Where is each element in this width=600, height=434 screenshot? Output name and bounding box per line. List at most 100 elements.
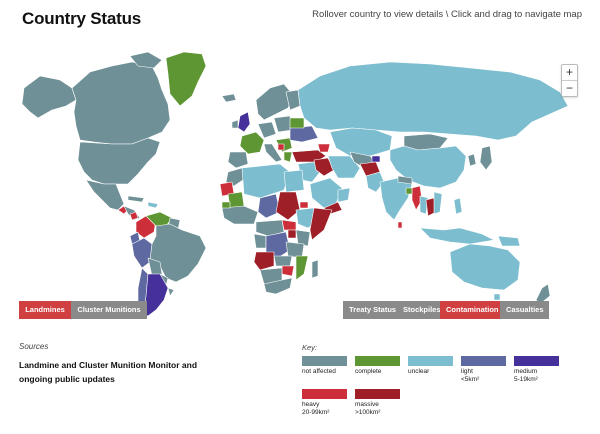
country-senegal[interactable] — [221, 201, 231, 209]
tab-landmines[interactable]: Landmines — [19, 301, 71, 319]
country-canadian-arctic[interactable] — [129, 52, 163, 69]
legend-item-light: light <5km² — [461, 356, 511, 384]
country-zimbabwe[interactable] — [281, 265, 295, 277]
sources-label: Sources — [19, 342, 49, 351]
legend-item-unclear: unclear — [408, 356, 458, 376]
country-france[interactable] — [239, 131, 265, 155]
country-nicaragua[interactable] — [129, 211, 139, 221]
country-usa[interactable] — [77, 137, 161, 185]
country-ireland[interactable] — [231, 119, 239, 129]
zoom-controls: + − — [561, 64, 578, 97]
country-vietnam[interactable] — [433, 191, 443, 215]
sources-text: Landmine and Cluster Munition Monitor an… — [19, 360, 198, 384]
country-bolivia[interactable] — [147, 257, 163, 277]
country-caribbean[interactable] — [147, 201, 159, 209]
key-label: Key: — [302, 343, 318, 352]
country-tajikistan[interactable] — [371, 155, 381, 163]
zoom-out-button[interactable]: − — [562, 80, 577, 96]
country-kazakhstan[interactable] — [329, 127, 393, 157]
country-zambia[interactable] — [273, 255, 293, 267]
legend-swatch — [355, 389, 400, 399]
country-greenland[interactable] — [165, 52, 207, 107]
country-morocco[interactable] — [225, 167, 247, 187]
country-india[interactable] — [379, 177, 413, 221]
page-title: Country Status — [22, 9, 142, 28]
legend-label: light <5km² — [461, 368, 480, 383]
country-nepal-bhutan[interactable] — [397, 175, 413, 185]
country-new-zealand[interactable] — [535, 283, 551, 305]
country-mozambique[interactable] — [295, 255, 309, 281]
country-sudan[interactable] — [275, 191, 301, 221]
country-myanmar[interactable] — [411, 185, 423, 211]
country-egypt[interactable] — [283, 169, 305, 193]
country-eritrea[interactable] — [299, 201, 309, 209]
country-italy[interactable] — [263, 143, 283, 163]
country-caucasus[interactable] — [317, 143, 331, 153]
tab-stockpiles[interactable]: Stockpiles — [397, 301, 441, 319]
country-angola[interactable] — [253, 251, 275, 271]
legend-item-complete: complete — [355, 356, 405, 376]
country-philippines[interactable] — [453, 197, 463, 215]
country-chad[interactable] — [257, 193, 281, 219]
country-pakistan[interactable] — [365, 171, 385, 193]
country-west-africa[interactable] — [221, 205, 259, 225]
country-uk[interactable] — [237, 111, 251, 133]
country-australia[interactable] — [449, 243, 521, 291]
legend-swatch — [302, 389, 347, 399]
legend-swatch — [408, 356, 453, 366]
country-iraq-syria[interactable] — [313, 157, 335, 177]
tab-contamination[interactable]: Contamination — [440, 301, 500, 319]
country-alaska[interactable] — [21, 75, 77, 119]
country-greece[interactable] — [283, 151, 293, 163]
country-algeria-libya[interactable] — [241, 163, 291, 199]
country-mexico[interactable] — [85, 179, 125, 211]
country-south-sudan[interactable] — [281, 219, 297, 231]
country-bosnia[interactable] — [277, 143, 285, 151]
country-japan[interactable] — [479, 145, 493, 171]
country-uruguay[interactable] — [167, 287, 175, 297]
country-madagascar[interactable] — [311, 259, 319, 279]
country-papua[interactable] — [497, 235, 521, 247]
country-uganda[interactable] — [287, 229, 297, 239]
country-korea[interactable] — [467, 153, 477, 167]
country-sri-lanka[interactable] — [397, 221, 403, 229]
legend-swatch — [302, 356, 347, 366]
country-kenya[interactable] — [295, 229, 311, 247]
country-poland-baltics[interactable] — [273, 115, 293, 133]
country-ukraine[interactable] — [289, 125, 319, 143]
country-dr-congo[interactable] — [265, 231, 291, 259]
country-belarus[interactable] — [289, 117, 305, 129]
legend-label: medium 5-19km² — [514, 368, 538, 383]
tab-treaty-status[interactable]: Treaty Status — [343, 301, 397, 319]
country-scandinavia[interactable] — [255, 83, 295, 121]
country-russia[interactable] — [297, 61, 569, 141]
country-gabon-congo[interactable] — [253, 233, 267, 249]
country-tanzania[interactable] — [285, 241, 305, 259]
legend-item-not-affected: not affected — [302, 356, 352, 376]
navigation-hint: Rollover country to view details \ Click… — [312, 9, 582, 20]
country-iran[interactable] — [327, 155, 361, 179]
country-cuba[interactable] — [127, 195, 145, 203]
country-bangladesh[interactable] — [405, 187, 413, 195]
country-brazil[interactable] — [149, 223, 207, 283]
country-oman[interactable] — [337, 187, 351, 203]
world-map[interactable] — [20, 52, 580, 318]
country-indonesia[interactable] — [419, 227, 495, 245]
country-iceland[interactable] — [221, 93, 237, 103]
legend-swatch — [514, 356, 559, 366]
country-germany[interactable] — [257, 121, 277, 139]
country-mauritania[interactable] — [227, 191, 245, 209]
country-somalia[interactable] — [309, 207, 333, 241]
legend-label: complete — [355, 368, 382, 375]
country-canada[interactable] — [71, 61, 171, 145]
legend-label: heavy 20-99km² — [302, 401, 330, 416]
legend-swatch — [461, 356, 506, 366]
country-iberia[interactable] — [227, 151, 249, 169]
legend-item-massive: massive >100km² — [355, 389, 405, 417]
country-tasmania[interactable] — [493, 293, 501, 301]
country-south-africa[interactable] — [263, 277, 293, 295]
tab-casualties[interactable]: Casualties — [500, 301, 549, 319]
legend-label: not affected — [302, 368, 336, 375]
zoom-in-button[interactable]: + — [565, 65, 573, 79]
tab-cluster-munitions[interactable]: Cluster Munitions — [71, 301, 147, 319]
